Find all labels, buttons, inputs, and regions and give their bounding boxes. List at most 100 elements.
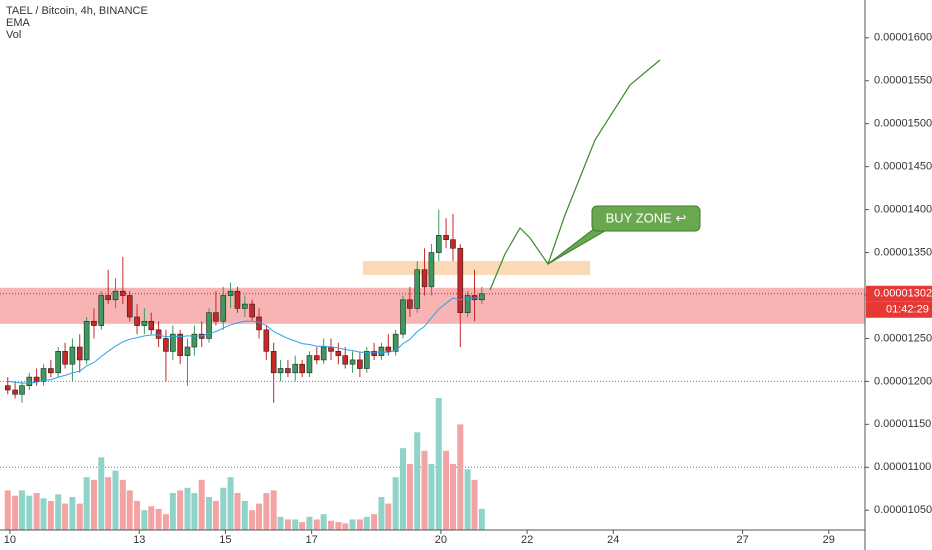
y-tick-label: 0.00001550 [874,75,932,87]
candle-body [249,303,255,318]
candle-body [407,299,413,309]
volume-bar [234,493,241,530]
volume-bar [162,514,169,530]
volume-bar [47,500,54,530]
volume-bar [371,514,378,530]
chart-title: TAEL / Bitcoin, 4h, BINANCE [6,5,148,17]
candle-body [163,338,169,352]
volume-bar [184,487,191,530]
candle-body [141,320,148,326]
volume-bar [292,519,299,530]
volume-bar [270,490,277,530]
x-tick-label: 24 [607,534,619,546]
volume-bar [428,464,435,530]
y-tick-label: 0.00001600 [874,32,932,44]
candle-body [33,376,40,382]
candle-body [349,359,356,365]
volume-bar [76,503,83,530]
y-tick-label: 0.00001100 [874,461,931,473]
candle-body [120,290,126,296]
candle-body [126,295,133,318]
indicator-label: Vol [6,29,21,41]
x-tick-label: 17 [305,534,317,546]
candle-body [285,368,291,374]
volume-bar [363,516,370,530]
candle-body [320,346,327,361]
candle-body [12,389,18,395]
candle-body [220,295,227,322]
candle-body [177,333,183,356]
candle-body [155,329,162,339]
candle-body [435,235,442,253]
x-tick-label: 15 [219,534,231,546]
candle-body [206,312,212,339]
volume-bar [98,457,105,530]
volume-bar [18,490,25,530]
candle-body [242,303,248,309]
countdown-box [866,301,932,318]
volume-bar [443,450,450,530]
volume-bar [471,479,478,530]
volume-bar [328,520,335,530]
candle-body [76,346,83,361]
ema-line [7,296,482,384]
candle-body [148,320,155,331]
last-price-box [866,285,932,302]
candle-body [479,293,485,301]
volume-bar [478,508,485,530]
candle-body [191,333,198,348]
callout-text: BUY ZONE ↩ [606,210,687,225]
candle-body [91,320,97,326]
volume-bar [356,519,363,530]
volume-bar [191,493,198,530]
volume-bar [464,469,471,530]
volume-pane [4,398,485,530]
y-tick-label: 0.00001500 [874,118,932,130]
candle-body [184,346,191,356]
volume-bar [105,477,112,530]
callout-box [591,205,701,232]
volume-bar [227,477,234,530]
candle-body [363,351,370,369]
candle-body [450,239,456,249]
volume-bar [335,522,342,530]
volume-bar [177,490,184,530]
candle-body [400,299,406,335]
volume-bar [126,490,133,530]
axes: 0.00001600 0.00001550 0.00001500 0.00001450… [0,32,932,546]
volume-bar [148,506,155,530]
y-tick-label: 0.00001450 [874,161,932,173]
volume-bar [55,494,62,530]
candle-body [105,295,111,301]
volume-bar [457,424,464,530]
indicator-label: EMA [6,17,31,29]
candle-body [134,316,140,326]
candle-body [421,269,428,288]
x-tick-label: 22 [521,534,533,546]
candle-body [4,385,11,391]
volume-bar [206,497,213,530]
volume-bar [141,510,148,530]
volume-bar [155,508,162,530]
candle-body [335,351,342,356]
volume-bar [212,500,219,530]
candle-body [55,351,61,374]
candle-body [428,252,435,288]
x-tick-label: 13 [133,534,145,546]
candle-body [385,346,392,352]
candle-body [292,363,299,374]
volume-bar [26,495,33,530]
candle-body [234,290,241,309]
volume-bar [40,498,47,530]
volume-bar [392,477,399,530]
volume-bar [414,432,421,530]
volume-bar [435,398,442,530]
zone [362,261,591,275]
volume-bar [406,464,413,530]
candle-body [464,295,471,313]
volume-bar [69,497,76,530]
volume-bar [4,490,11,530]
volume-bar [83,477,90,530]
